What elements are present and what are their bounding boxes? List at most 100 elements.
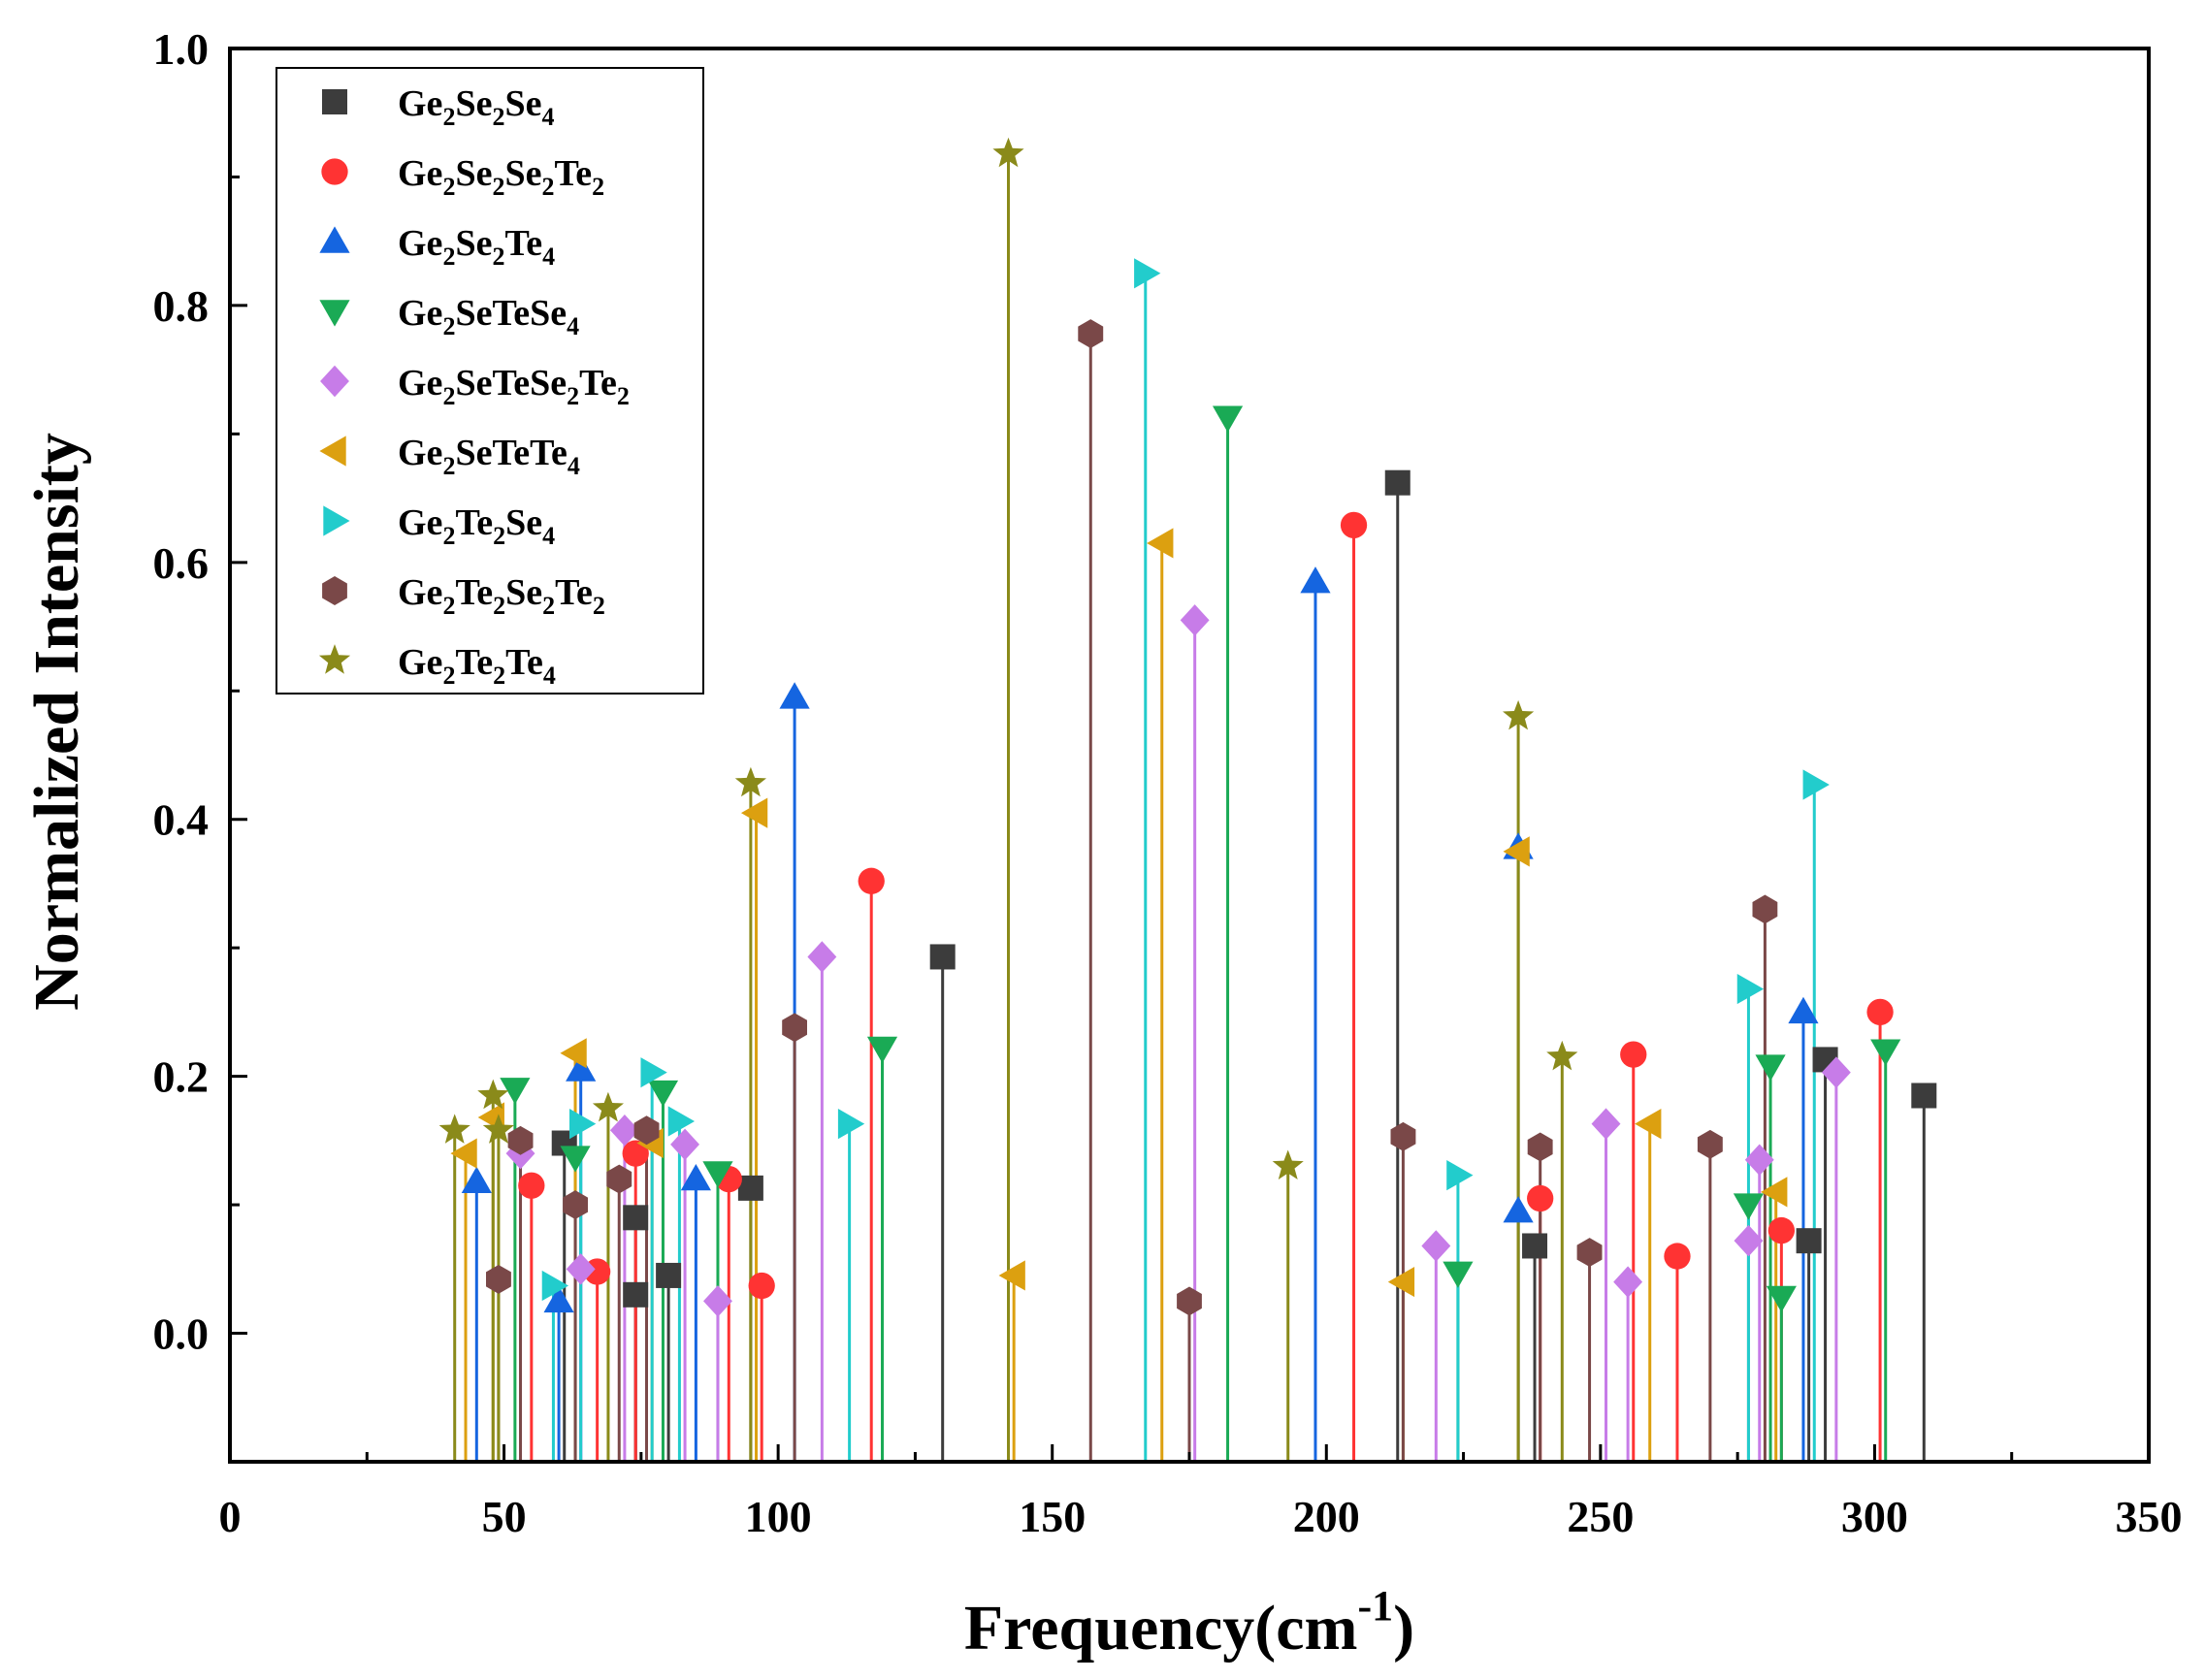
data-point — [1870, 1039, 1901, 1066]
y-tick-label: 0.8 — [153, 281, 210, 331]
data-point — [560, 1038, 587, 1069]
data-point — [1390, 1121, 1416, 1151]
data-point — [623, 1205, 649, 1231]
data-point — [543, 1285, 574, 1313]
legend-marker — [320, 365, 349, 398]
data-point — [748, 1272, 775, 1300]
data-point — [1546, 1040, 1578, 1071]
data-point — [563, 1190, 588, 1219]
legend-entry: Ge2Se2Te4 — [398, 223, 555, 271]
data-point — [566, 1253, 596, 1285]
data-point — [1736, 973, 1765, 1005]
legend-entry: Ge2Se2Se2Te2 — [398, 153, 604, 201]
data-point — [1446, 1160, 1474, 1191]
data-point — [1212, 405, 1244, 433]
data-point — [680, 1164, 711, 1191]
data-point — [1766, 1285, 1797, 1313]
data-point — [622, 1140, 649, 1167]
data-point — [1300, 566, 1331, 594]
data-point — [992, 137, 1024, 168]
data-point — [1272, 1149, 1304, 1179]
data-point — [1635, 1109, 1662, 1140]
legend-marker — [322, 89, 347, 114]
legend-entry: Ge2SeTeSe2Te2 — [398, 363, 630, 410]
data-point — [1340, 511, 1368, 539]
data-point — [1078, 319, 1104, 348]
legend-entry: Ge2Te2Se2Te2 — [398, 572, 605, 620]
x-tick-label: 250 — [1567, 1492, 1634, 1541]
data-point — [929, 944, 956, 970]
legend-marker — [319, 436, 346, 467]
data-point — [1503, 1196, 1534, 1223]
data-point — [737, 1175, 763, 1201]
data-point — [670, 1128, 700, 1161]
data-point — [807, 941, 837, 973]
y-tick-label: 1.0 — [153, 24, 210, 74]
data-point — [438, 1114, 470, 1144]
data-point — [486, 1265, 511, 1294]
data-point — [837, 1109, 865, 1140]
data-point — [477, 1079, 509, 1110]
y-tick-label: 0.0 — [153, 1309, 210, 1359]
y-tick-label: 0.4 — [153, 795, 210, 845]
legend-marker — [321, 158, 348, 185]
data-point — [1620, 1041, 1647, 1068]
data-point — [1387, 1266, 1415, 1298]
data-point — [1147, 528, 1174, 559]
data-point — [560, 1146, 591, 1173]
data-point — [667, 1106, 696, 1137]
data-point — [1911, 1082, 1937, 1109]
data-point — [518, 1172, 545, 1199]
legend-entry: Ge2Se2Se4 — [398, 83, 554, 131]
data-point — [1788, 996, 1819, 1024]
data-point — [858, 867, 885, 894]
data-point — [633, 1115, 660, 1146]
data-point — [1421, 1230, 1451, 1262]
legend-marker — [323, 505, 350, 536]
data-point — [1503, 836, 1530, 867]
data-point — [1503, 699, 1535, 730]
data-point — [1761, 1177, 1788, 1208]
legend-entry: Ge2SeTeTe4 — [398, 433, 580, 480]
legend-entry: Ge2SeTeSe4 — [398, 293, 579, 340]
data-point — [500, 1078, 531, 1105]
data-point — [606, 1164, 632, 1194]
legend-marker — [318, 644, 351, 674]
data-point — [1384, 469, 1411, 496]
data-point — [1866, 998, 1894, 1026]
data-point — [703, 1285, 732, 1317]
data-point — [1576, 1238, 1603, 1267]
data-point — [623, 1281, 649, 1308]
data-point — [461, 1166, 492, 1193]
x-tick-label: 50 — [482, 1492, 527, 1541]
x-axis-title: Frequency(cm-1) — [964, 1582, 1414, 1664]
data-point — [734, 766, 766, 797]
data-point — [866, 1036, 898, 1064]
data-point — [782, 1013, 807, 1043]
data-point — [1821, 1056, 1851, 1088]
data-point — [609, 1115, 639, 1147]
x-tick-label: 300 — [1841, 1492, 1908, 1541]
data-point — [507, 1125, 534, 1155]
data-point — [647, 1080, 679, 1108]
x-tick-label: 100 — [745, 1492, 812, 1541]
data-point — [1134, 258, 1161, 289]
data-point — [568, 1109, 597, 1140]
x-tick-label: 200 — [1293, 1492, 1360, 1541]
data-point — [1755, 1054, 1786, 1082]
data-point — [1733, 1193, 1765, 1220]
data-point — [998, 1260, 1025, 1291]
x-tick-label: 0 — [219, 1492, 242, 1541]
data-point — [1767, 1216, 1796, 1244]
data-point — [592, 1091, 624, 1122]
y-tick-label: 0.2 — [153, 1052, 210, 1102]
data-point — [1591, 1108, 1621, 1140]
legend: Ge2Se2Se4 Ge2Se2Se2Te2 Ge2Se2Te4 Ge2SeTeSe4… — [276, 67, 704, 695]
data-point — [482, 1114, 514, 1144]
data-point — [1527, 1184, 1554, 1212]
data-point — [1752, 894, 1778, 924]
data-point — [640, 1057, 667, 1088]
legend-marker — [322, 576, 347, 605]
data-point — [740, 797, 768, 828]
data-point — [1180, 604, 1210, 636]
